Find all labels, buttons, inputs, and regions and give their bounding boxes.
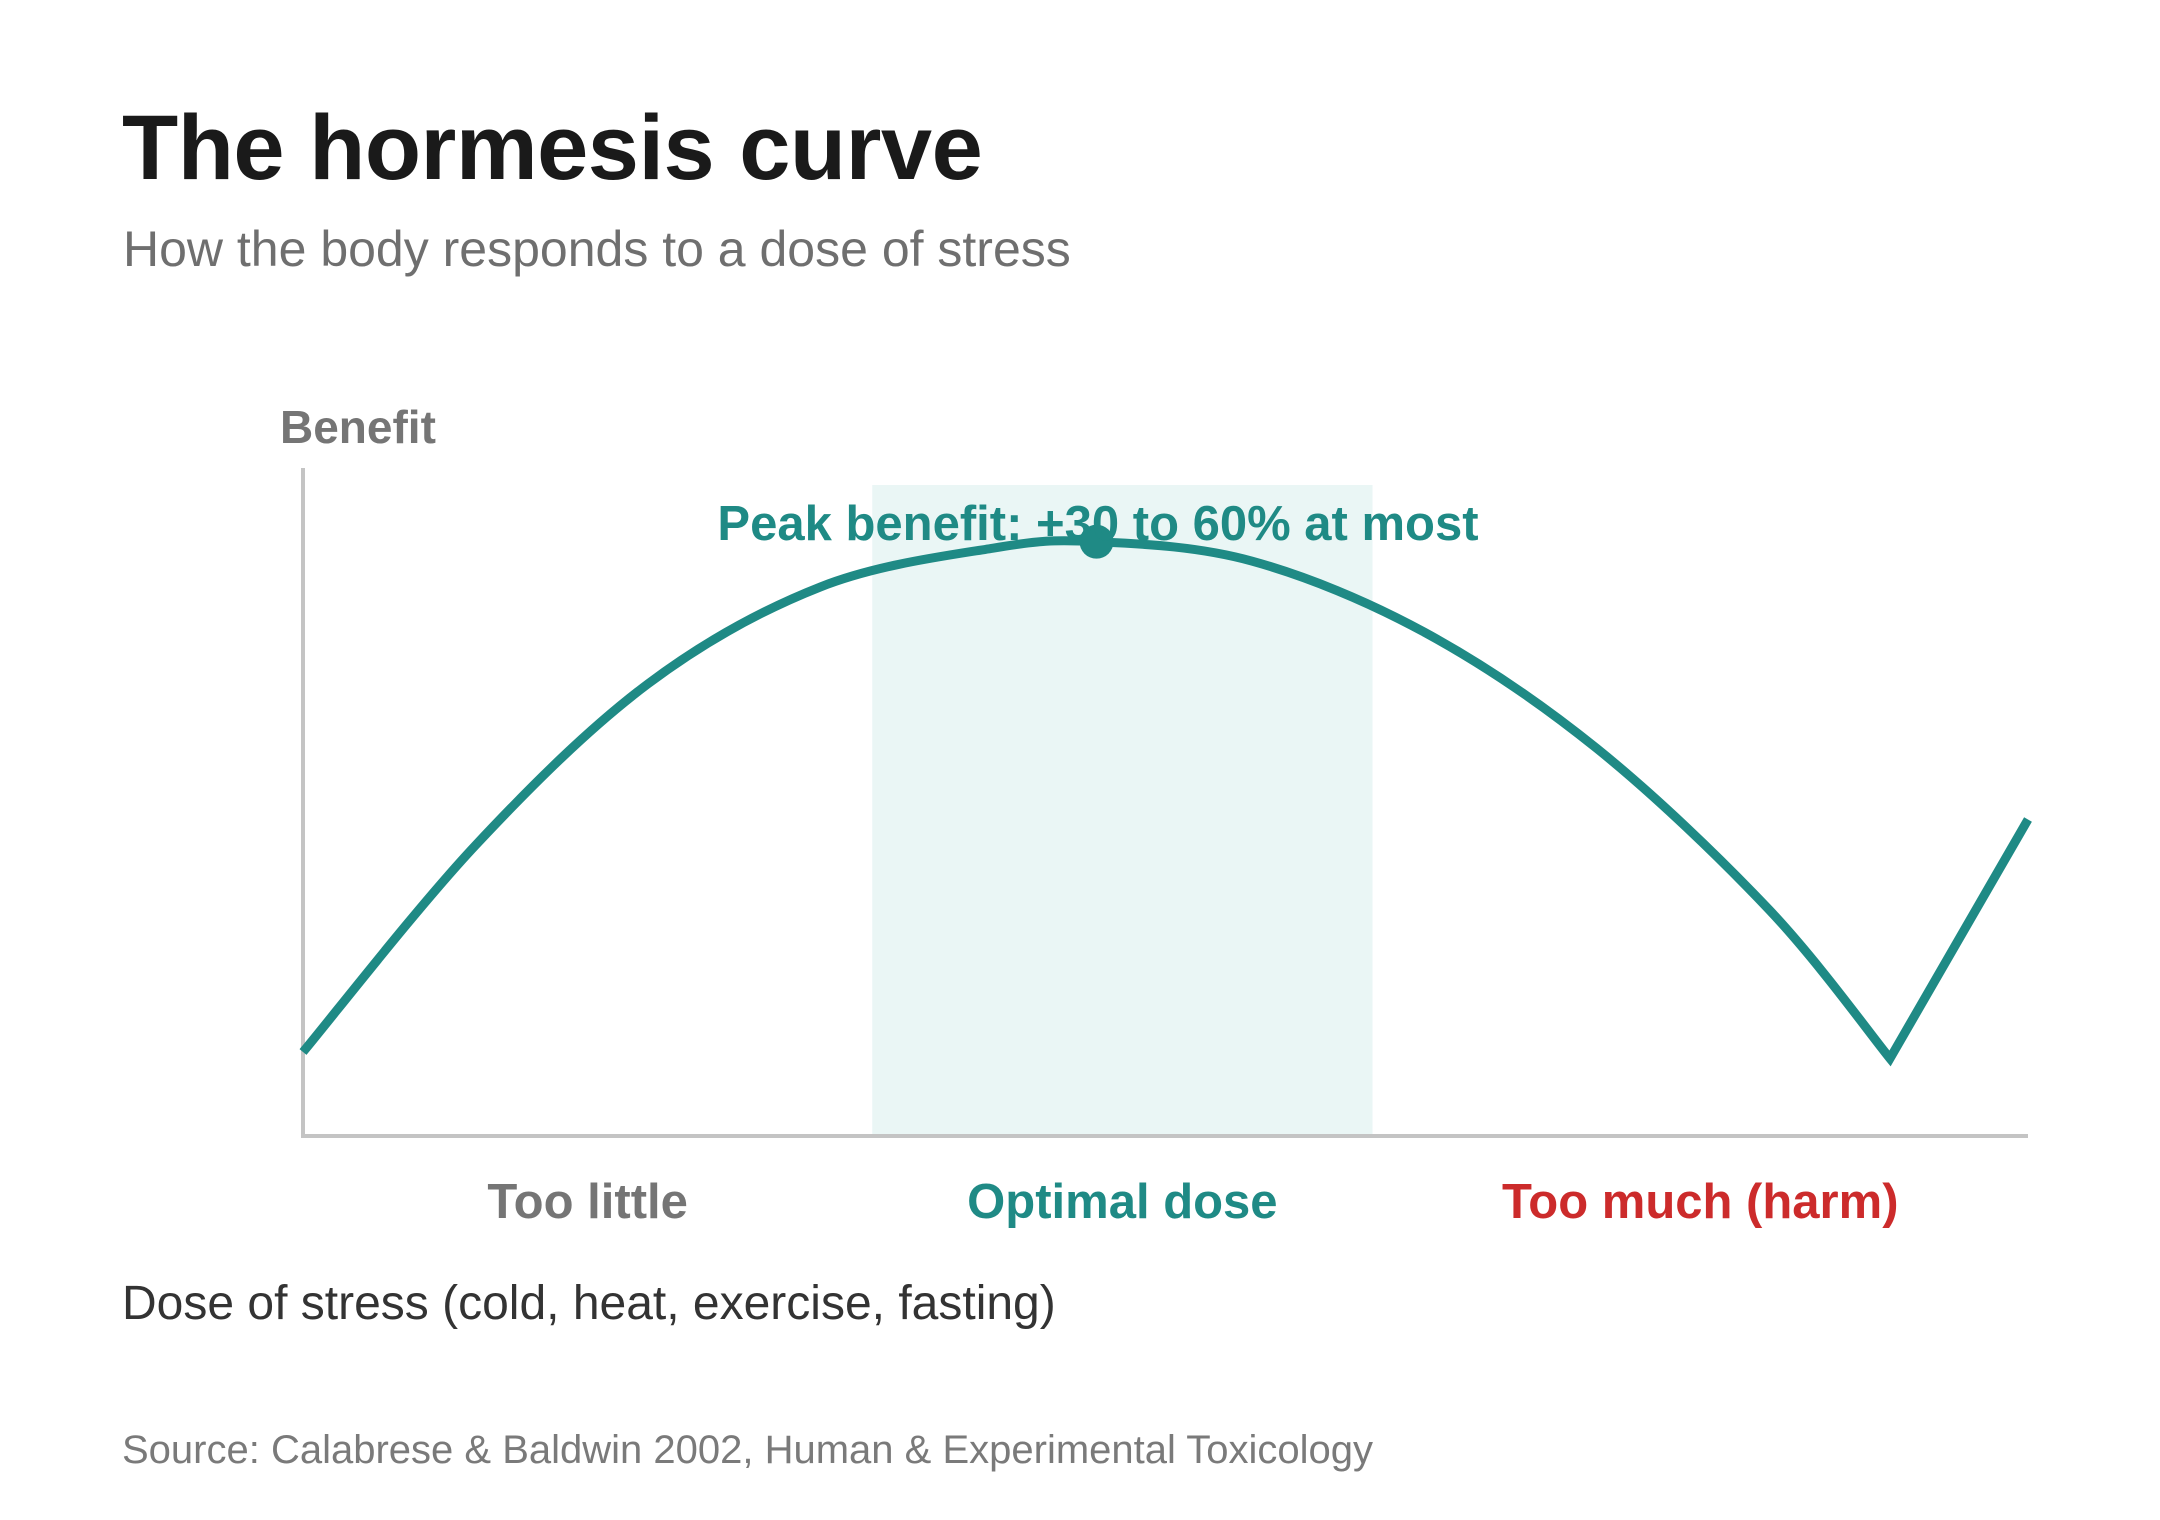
x-axis-caption: Dose of stress (cold, heat, exercise, fa… [122,1277,1056,1330]
zone-label-optimal-dose: Optimal dose [967,1175,1277,1229]
zone-label-too-little: Too little [487,1175,688,1229]
chart-subtitle: How the body responds to a dose of stres… [123,221,1071,277]
peak-annotation: Peak benefit: +30 to 60% at most [717,497,1478,551]
chart-title: The hormesis curve [122,97,983,199]
optimal-dose-band [872,485,1373,1136]
zone-label-too-much: Too much (harm) [1502,1175,1899,1229]
source-note: Source: Calabrese & Baldwin 2002, Human … [122,1428,1374,1472]
y-axis-label: Benefit [280,401,436,453]
peak-point [1079,524,1114,559]
